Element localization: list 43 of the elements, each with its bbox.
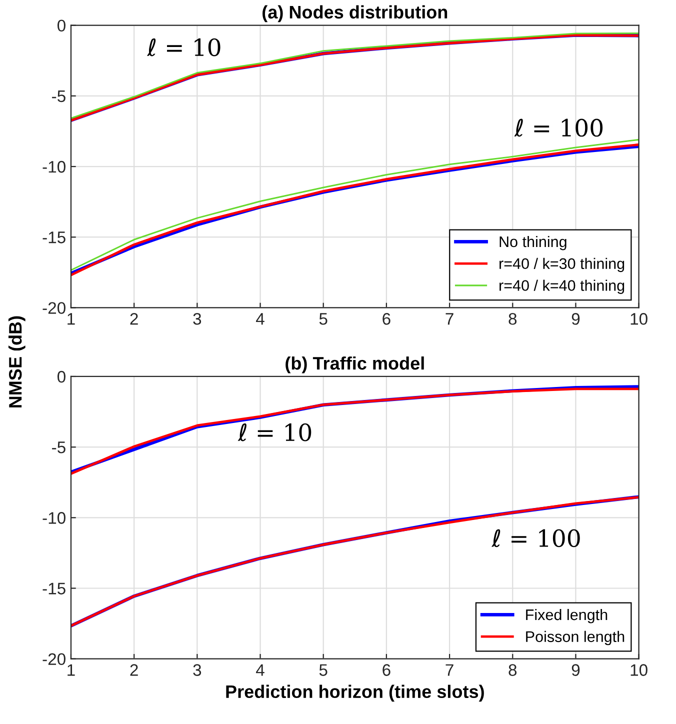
x-tick-label: 8 [508,664,517,676]
x-tick-label: 10 [630,313,648,325]
chart-title: (a) Nodes distribution [262,5,448,22]
legend-label: Fixed length [526,608,608,624]
y-tick-label: -10 [42,512,66,524]
x-tick-label: 5 [319,664,328,676]
annotation: ℓ = 100 [514,118,603,137]
x-tick-label: 4 [256,313,264,325]
y-tick-label: -15 [42,582,66,594]
x-tick-label: 2 [130,664,138,676]
y-tick-label: -20 [42,653,66,666]
y-tick-label: -5 [52,442,66,454]
x-axis-title: Prediction horizon (time slots) [226,684,484,702]
x-tick-label: 7 [446,313,454,325]
x-tick-label: 5 [319,313,328,325]
y-tick-label: -10 [42,160,66,173]
legend-label: r=40 / k=40 thining [500,280,624,294]
x-tick-label: 8 [508,313,517,325]
x-tick-label: 10 [630,664,648,676]
y-axis-title: NMSE (dB) [8,316,26,408]
x-tick-label: 1 [68,313,75,325]
x-tick-label: 2 [130,313,138,325]
x-tick-label: 6 [382,664,390,676]
y-tick-label: -5 [52,90,66,102]
legend-label: r=40 / k=30 thining [500,258,624,272]
chart-title: (b) Traffic model [286,356,424,374]
x-tick-label: 4 [256,664,264,676]
y-tick-label: -15 [42,232,66,244]
x-tick-label: 9 [572,664,580,676]
x-tick-label: 7 [446,664,454,676]
y-tick-label: 0 [58,370,66,383]
x-tick-label: 3 [193,664,202,676]
x-tick-label: 1 [68,664,75,676]
y-tick-label: -20 [42,302,66,314]
legend-label: Poisson length [526,630,624,646]
x-tick-label: 3 [193,313,202,325]
x-tick-label: 9 [572,313,580,325]
annotation: ℓ = 10 [146,38,220,56]
annotation: ℓ = 10 [238,423,312,442]
legend-label: No thining [500,236,566,250]
x-tick-label: 6 [382,313,390,325]
annotation: ℓ = 100 [491,529,580,548]
y-tick-label: 0 [58,20,66,32]
